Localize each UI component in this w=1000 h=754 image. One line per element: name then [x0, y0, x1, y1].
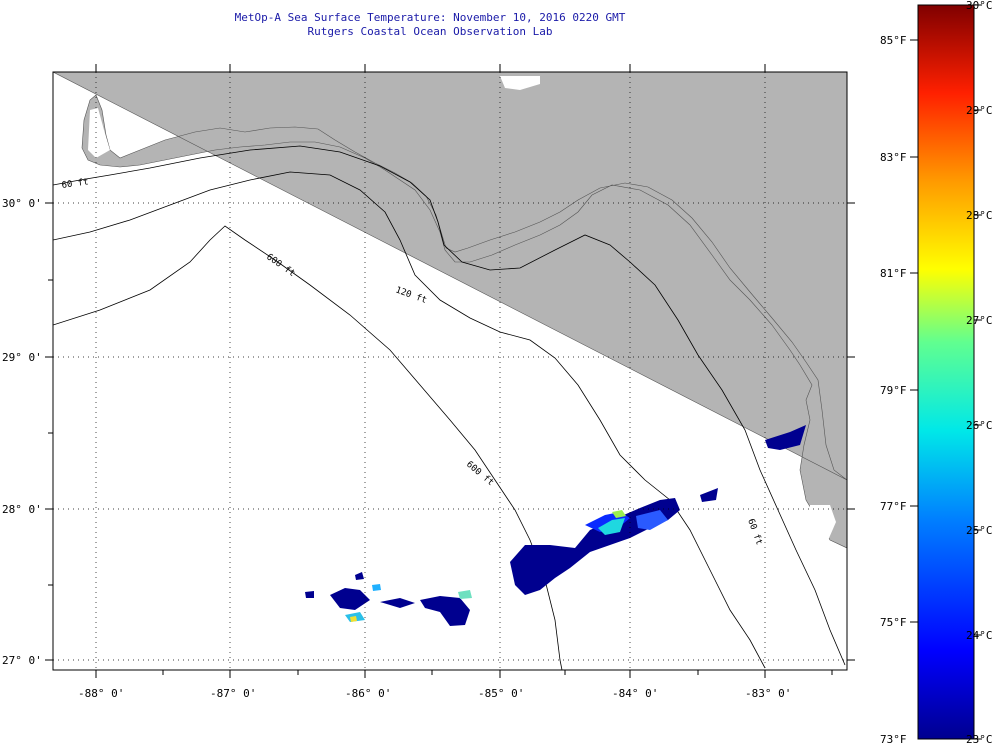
colorbar-c-label: 26°C [966, 419, 993, 432]
map-area [53, 72, 847, 670]
lon-label: -86° 0' [345, 687, 391, 700]
colorbar-f-label: 77°F [880, 500, 907, 513]
colorbar-c-label: 27°C [966, 314, 993, 327]
colorbar-c-label: 23°C [966, 733, 993, 746]
lon-label: -87° 0' [210, 687, 256, 700]
contour-120ft [53, 171, 766, 669]
lat-label: 30° 0' [2, 197, 42, 210]
colorbar-f-label: 79°F [880, 384, 907, 397]
colorbar-c-label: 25°C [966, 524, 993, 537]
map-subtitle: Rutgers Coastal Ocean Observation Lab [307, 25, 553, 38]
colorbar-f-label: 75°F [880, 616, 907, 629]
lon-label: -88° 0' [78, 687, 124, 700]
colorbar-c-label: 30°C [966, 0, 993, 12]
colorbar-f-label: 83°F [880, 151, 907, 164]
colorbar-f-label: 73°F [880, 733, 907, 746]
lon-label: -83° 0' [745, 687, 791, 700]
tick-marks [45, 64, 855, 678]
contour-label: 60 ft [61, 177, 89, 191]
lat-label: 29° 0' [2, 351, 42, 364]
map-title: MetOp-A Sea Surface Temperature: Novembe… [234, 11, 626, 24]
lon-label: -85° 0' [478, 687, 524, 700]
colorbar-c-label: 24°C [966, 629, 993, 642]
colorbar-f-label: 81°F [880, 267, 907, 280]
map-frame [52, 71, 848, 671]
colorbar: 85°F 83°F 81°F 79°F 77°F 75°F 73°F 30°C … [880, 0, 993, 746]
sst-patches [305, 425, 806, 626]
colorbar-c-label: 29°C [966, 104, 993, 117]
colorbar-c-label: 28°C [966, 209, 993, 222]
lat-label: 28° 0' [2, 503, 42, 516]
land-mass [53, 72, 847, 549]
colorbar-f-label: 85°F [880, 34, 907, 47]
lat-label: 27° 0' [2, 654, 42, 667]
lon-label: -84° 0' [612, 687, 658, 700]
contour-60ft [53, 145, 846, 666]
